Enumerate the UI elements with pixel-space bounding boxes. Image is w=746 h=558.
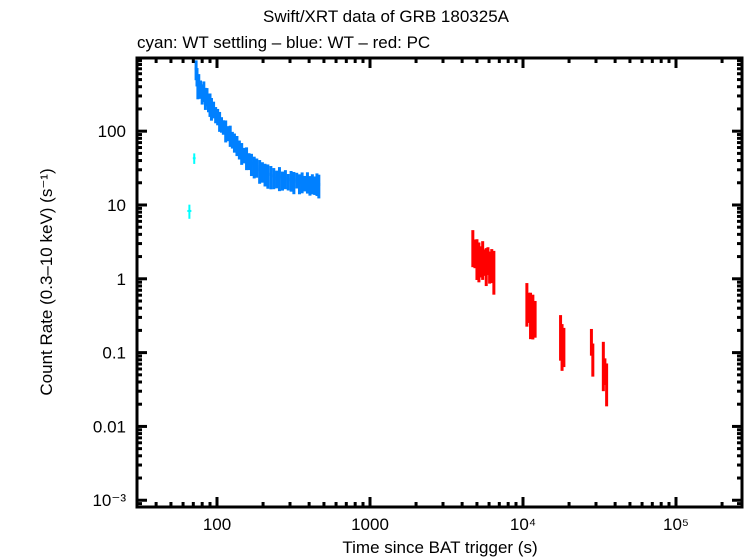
series-pc — [471, 230, 609, 407]
x-tick-label: 100 — [203, 515, 231, 534]
y-tick-label: 10⁻³ — [92, 491, 126, 510]
x-tick-label: 10⁴ — [510, 515, 536, 534]
y-tick-label: 0.01 — [93, 417, 126, 436]
data-layer — [187, 60, 609, 407]
y-tick-label: 100 — [98, 122, 126, 141]
series-wt — [194, 60, 321, 199]
y-tick-label: 0.1 — [102, 344, 126, 363]
x-axis-label: Time since BAT trigger (s) — [342, 538, 537, 557]
y-tick-label: 10 — [107, 196, 126, 215]
chart-subtitle: cyan: WT settling – blue: WT – red: PC — [137, 33, 430, 52]
x-tick-label: 10⁵ — [663, 515, 689, 534]
y-tick-label: 1 — [117, 270, 126, 289]
chart-title: Swift/XRT data of GRB 180325A — [263, 7, 510, 26]
y-axis-label: Count Rate (0.3–10 keV) (s⁻¹) — [37, 168, 56, 395]
series-wt-settling — [187, 153, 196, 219]
x-tick-label: 1000 — [351, 515, 389, 534]
plot-frame — [135, 56, 744, 509]
axes-frame: 100 1000 10⁴ 10⁵ 100 10 1 0.1 0.01 10⁻³ — [92, 56, 744, 534]
